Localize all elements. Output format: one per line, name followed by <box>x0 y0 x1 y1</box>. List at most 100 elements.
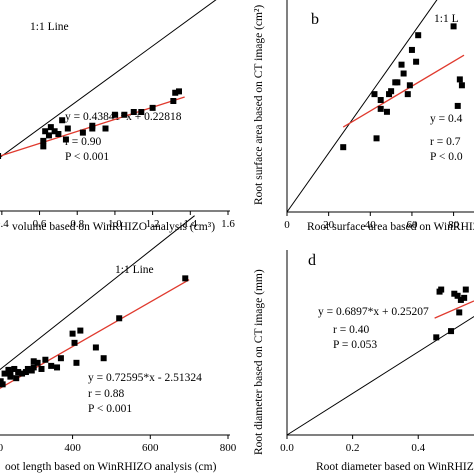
panel-a-p: P < 0.001 <box>65 151 109 163</box>
panel-0-plot: 0.4 0.6 0.8 1.0 1.2 1.4 1.6 <box>0 0 235 230</box>
one-to-one-line <box>0 215 195 371</box>
panel-3-plot: 0.0 0.2 0.4 <box>280 250 474 454</box>
x-tick-label: 800 <box>220 442 237 454</box>
data-point <box>371 91 378 98</box>
data-point <box>458 82 465 89</box>
data-point <box>462 286 469 293</box>
data-point <box>433 334 440 341</box>
x-tick-label: 40 <box>365 219 377 231</box>
panel-c-p: P < 0.001 <box>88 403 132 415</box>
data-point <box>42 128 49 135</box>
data-point <box>45 132 52 139</box>
data-point <box>373 135 380 142</box>
panel-b-r: r = 0.7 <box>430 136 461 148</box>
x-tick-label: 600 <box>142 442 159 454</box>
data-point <box>394 79 401 86</box>
data-point <box>0 381 6 388</box>
data-point <box>30 358 37 365</box>
panel-2-plot: 200 400 600 800 <box>0 215 237 454</box>
data-point <box>448 328 455 335</box>
panel-d-r: r = 0.40 <box>333 324 369 336</box>
data-point <box>22 369 29 376</box>
one-to-one-line <box>286 0 438 213</box>
panel-b-label: b <box>311 11 319 28</box>
data-point <box>28 367 35 374</box>
data-point <box>7 370 14 377</box>
fit-line <box>434 300 474 319</box>
data-point <box>15 369 22 376</box>
data-point <box>77 327 84 334</box>
data-point <box>5 366 12 373</box>
panel-d-xlabel: Root diameter based on WinRHIZO <box>316 461 474 473</box>
x-tick-label: 0 <box>284 219 290 231</box>
data-point <box>47 124 54 131</box>
panel-c-xlabel: oot length based on WinRHIZO analysis (c… <box>5 461 217 473</box>
data-point <box>413 58 420 65</box>
data-point <box>404 91 411 98</box>
data-point <box>408 46 415 53</box>
panel-d-equation: y = 0.6897*x + 0.25207 <box>318 306 429 318</box>
data-point <box>11 365 18 372</box>
data-point <box>64 125 71 132</box>
data-point <box>406 82 413 89</box>
data-point <box>172 89 179 96</box>
data-point <box>55 131 62 137</box>
data-point <box>130 109 137 115</box>
data-point <box>0 153 2 159</box>
panel-d-label: d <box>308 252 316 269</box>
x-tick-label: 1.6 <box>221 218 235 230</box>
data-point <box>383 108 390 115</box>
data-point <box>34 359 41 366</box>
data-point <box>54 364 61 371</box>
data-point <box>377 105 384 112</box>
data-point <box>40 137 47 144</box>
panel-b-ylabel: Root surface area based on CT image (cm²… <box>253 5 265 205</box>
data-point <box>0 378 4 385</box>
panel-d-p: P = 0.053 <box>333 339 377 351</box>
data-point <box>111 111 118 118</box>
data-point <box>89 122 96 129</box>
data-point <box>456 309 463 316</box>
data-point <box>340 144 347 151</box>
panel-a: 1:1 Line y = 0.43841*x + 0.22818 r = 0.9… <box>12 21 215 233</box>
x-tick-label: 1.0 <box>108 218 122 230</box>
panel-b-xlabel: Root surface area based on WinRHIZO <box>307 221 474 233</box>
data-point <box>30 364 37 371</box>
x-tick-label: 80 <box>448 219 460 231</box>
data-point <box>456 76 463 83</box>
x-tick-label: 0.6 <box>33 218 47 230</box>
data-point <box>182 275 189 282</box>
data-point <box>398 61 405 68</box>
data-point <box>121 111 128 118</box>
panel-b: b 1:1 L y = 0.4 r = 0.7 P < 0.0 Root sur… <box>253 5 474 233</box>
data-point <box>461 294 468 301</box>
data-point <box>71 339 78 346</box>
x-tick-label: 0.2 <box>346 442 360 454</box>
data-point <box>19 370 26 377</box>
data-point <box>116 315 123 322</box>
data-point <box>100 355 107 362</box>
data-point <box>24 365 31 372</box>
x-tick-label: 0.0 <box>280 442 294 454</box>
x-tick-label: 0.8 <box>70 218 84 230</box>
data-point <box>13 375 20 382</box>
fit-line <box>342 54 465 128</box>
one-to-one-line <box>286 315 474 436</box>
x-tick-label: 0.4 <box>0 218 9 230</box>
data-point <box>450 23 457 30</box>
data-point <box>48 362 55 369</box>
panel-b-line-label: 1:1 L <box>434 13 459 25</box>
panel-a-xlabel: volume based on WinRHIZO analysis (cm³) <box>12 221 215 233</box>
data-point <box>73 359 80 366</box>
x-tick-label: 20 <box>323 219 335 231</box>
x-tick-label: 1.4 <box>183 218 197 230</box>
x-tick-label: 0.4 <box>411 442 425 454</box>
data-point <box>69 330 76 337</box>
panel-c-line-label: 1:1 Line <box>115 264 154 276</box>
data-point <box>438 286 445 293</box>
x-tick-label: 200 <box>0 442 4 454</box>
data-point <box>457 296 464 303</box>
fit-line <box>0 279 190 389</box>
data-point <box>42 356 49 363</box>
